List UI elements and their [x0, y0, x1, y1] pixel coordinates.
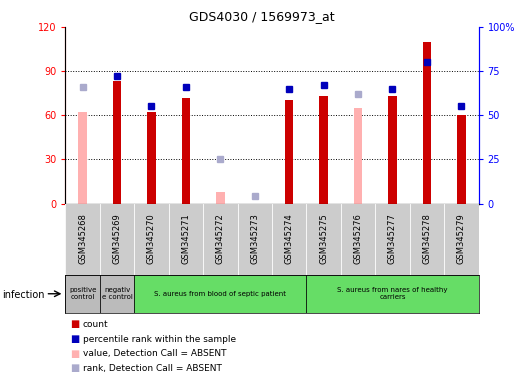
Text: GSM345279: GSM345279	[457, 214, 466, 265]
Text: ■: ■	[71, 334, 80, 344]
Text: S. aureus from blood of septic patient: S. aureus from blood of septic patient	[154, 291, 286, 297]
Text: GDS4030 / 1569973_at: GDS4030 / 1569973_at	[189, 10, 334, 23]
Text: ■: ■	[71, 349, 80, 359]
Text: count: count	[83, 320, 108, 329]
Bar	[100, 275, 134, 313]
Text: GSM345272: GSM345272	[216, 214, 225, 265]
Text: GSM345269: GSM345269	[112, 214, 121, 265]
Text: GSM345278: GSM345278	[423, 214, 431, 265]
Bar	[216, 192, 224, 204]
Text: GSM345277: GSM345277	[388, 214, 397, 265]
Bar	[388, 96, 397, 204]
Bar	[147, 112, 156, 204]
Text: percentile rank within the sample: percentile rank within the sample	[83, 334, 236, 344]
Text: GSM345270: GSM345270	[147, 214, 156, 265]
Text: ■: ■	[71, 319, 80, 329]
Text: GSM345271: GSM345271	[181, 214, 190, 265]
Text: GSM345274: GSM345274	[285, 214, 294, 265]
Text: infection: infection	[3, 290, 45, 300]
Text: positive
control: positive control	[69, 287, 96, 300]
Text: S. aureus from nares of healthy
carriers: S. aureus from nares of healthy carriers	[337, 287, 448, 300]
Text: GSM345276: GSM345276	[354, 214, 362, 265]
Text: value, Detection Call = ABSENT: value, Detection Call = ABSENT	[83, 349, 226, 358]
Bar	[181, 98, 190, 204]
Text: GSM345275: GSM345275	[319, 214, 328, 265]
Bar	[320, 96, 328, 204]
Text: rank, Detection Call = ABSENT: rank, Detection Call = ABSENT	[83, 364, 222, 373]
Bar	[78, 112, 87, 204]
Bar	[134, 275, 306, 313]
Text: GSM345273: GSM345273	[250, 214, 259, 265]
Text: negativ
e control: negativ e control	[101, 287, 132, 300]
Bar	[285, 101, 293, 204]
Text: ■: ■	[71, 363, 80, 373]
Bar	[113, 81, 121, 204]
Bar	[354, 108, 362, 204]
Bar	[423, 41, 431, 204]
Bar	[457, 115, 465, 204]
Text: GSM345268: GSM345268	[78, 214, 87, 265]
Bar	[65, 275, 100, 313]
Bar	[306, 275, 479, 313]
